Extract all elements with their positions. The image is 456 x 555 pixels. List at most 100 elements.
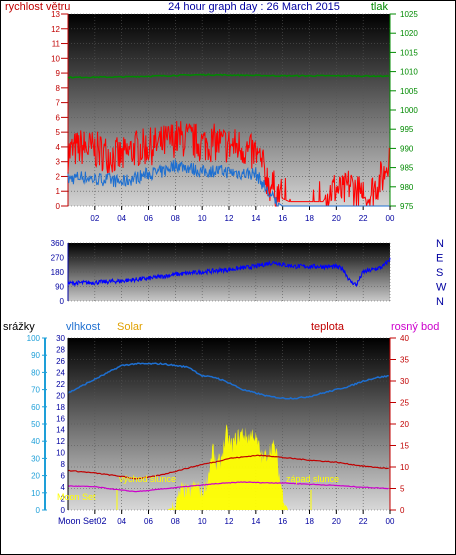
temperature-tick-label: 5 — [400, 485, 405, 494]
wind-tick-label: 3 — [56, 158, 61, 167]
time-tick-label: 10 — [198, 214, 207, 223]
time-tick-label: 08 — [171, 517, 180, 526]
solar-series — [68, 424, 390, 510]
time-tick-label: 04 — [117, 517, 126, 526]
rain-tick-label: 90 — [31, 351, 40, 360]
humidity-tick-label: 4 — [61, 483, 66, 492]
rain-tick-label: 20 — [31, 472, 40, 481]
temperature-tick-label: 25 — [400, 399, 409, 408]
humidity-tick-label: 20 — [56, 391, 65, 400]
rain-tick-label: 100 — [27, 334, 41, 343]
wind-tick-label: 0 — [56, 202, 61, 211]
rain-tick-label: 80 — [31, 368, 40, 377]
time-tick-label: 12 — [225, 214, 234, 223]
humidity-tick-label: 2 — [61, 495, 66, 504]
time-tick-label: 20 — [332, 517, 341, 526]
rain-axis: 0 10 20 30 40 50 60 70 80 90 100 — [27, 334, 47, 515]
temperature-axis: 0 5 10 15 20 25 30 35 40 — [389, 334, 409, 515]
rain-tick-label: 60 — [31, 403, 40, 412]
page-title: 24 hour graph day : 26 March 2015 — [168, 1, 340, 13]
time-tick-label: 06 — [144, 214, 153, 223]
rain-label: srážky — [3, 321, 35, 333]
time-tick-label: 14 — [251, 517, 260, 526]
wind-tick-label: 6 — [56, 113, 61, 122]
rain-tick-label: 30 — [31, 454, 40, 463]
time-tick-label: 14 — [251, 214, 260, 223]
time-tick-label: 16 — [278, 214, 287, 223]
climate-time-axis: 04 06 08 10 12 14 16 18 20 22 00 — [94, 510, 395, 526]
pressure-tick-label: 995 — [400, 125, 414, 134]
humidity-tick-label: 10 — [56, 449, 65, 458]
wind-tick-label: 4 — [56, 143, 61, 152]
moon-set-time-label: Moon Set02 — [58, 516, 107, 526]
time-tick-label: 18 — [305, 214, 314, 223]
rain-tick-label: 0 — [36, 506, 41, 515]
pressure-tick-label: 1020 — [400, 29, 418, 38]
direction-degree-axis: 0 90 180 270 360 — [51, 239, 69, 306]
wind-tick-label: 10 — [51, 54, 60, 63]
temperature-tick-label: 35 — [400, 356, 409, 365]
wind-average-series — [67, 159, 390, 207]
direction-tick-label: 180 — [51, 268, 65, 277]
wind-gust-series — [67, 120, 390, 207]
pressure-tick-label: 1010 — [400, 68, 418, 77]
humidity-tick-label: 0 — [61, 506, 66, 515]
pressure-tick-label: 1005 — [400, 87, 418, 96]
compass-label: W — [436, 282, 447, 294]
wind-tick-label: 1 — [56, 187, 61, 196]
humidity-tick-label: 18 — [56, 403, 65, 412]
temperature-tick-label: 40 — [400, 334, 409, 343]
wind-speed-label: rychlost větru — [5, 1, 70, 13]
compass-label: E — [436, 253, 443, 265]
humidity-tick-label: 26 — [56, 357, 65, 366]
direction-tick-label: 270 — [51, 254, 65, 263]
compass-label: N — [436, 296, 444, 308]
time-tick-label: 06 — [144, 517, 153, 526]
moon-set-label: Moon Set — [57, 492, 96, 502]
pressure-tick-label: 1000 — [400, 106, 418, 115]
sunset-label: západ slunce — [286, 474, 339, 484]
time-tick-label: 18 — [305, 517, 314, 526]
compass-label: S — [436, 267, 443, 279]
humidity-label: vlhkost — [66, 321, 100, 333]
time-tick-label: 16 — [278, 517, 287, 526]
pressure-axis: 975 980 985 990 995 1000 1005 1010 1015 1020 1025 — [389, 10, 418, 211]
temperature-tick-label: 15 — [400, 442, 409, 451]
time-tick-label: 04 — [117, 214, 126, 223]
time-tick-label: 22 — [359, 517, 368, 526]
pressure-series — [67, 73, 390, 79]
humidity-tick-label: 14 — [56, 426, 65, 435]
humidity-tick-label: 28 — [56, 345, 65, 354]
wind-tick-label: 2 — [56, 172, 61, 181]
humidity-tick-label: 30 — [56, 334, 65, 343]
wind-tick-label: 9 — [56, 69, 61, 78]
time-tick-label: 20 — [332, 214, 341, 223]
solar-label: Solar — [117, 321, 143, 333]
time-tick-label: 00 — [386, 517, 395, 526]
wind-tick-label: 13 — [51, 10, 60, 19]
rain-tick-label: 40 — [31, 437, 40, 446]
humidity-tick-label: 12 — [56, 437, 65, 446]
direction-grid — [68, 242, 391, 302]
pressure-tick-label: 980 — [400, 183, 414, 192]
dewpoint-label: rosný bod — [391, 321, 439, 333]
direction-tick-label: 0 — [60, 297, 65, 306]
time-tick-label: 12 — [225, 517, 234, 526]
humidity-tick-label: 8 — [61, 460, 66, 469]
rain-tick-label: 10 — [31, 489, 40, 498]
rain-tick-label: 70 — [31, 386, 40, 395]
rain-tick-label: 50 — [31, 420, 40, 429]
time-tick-label: 08 — [171, 214, 180, 223]
pressure-label: tlak — [371, 1, 389, 13]
wind-tick-label: 7 — [56, 99, 61, 108]
temperature-series — [67, 454, 389, 480]
pressure-tick-label: 1025 — [400, 10, 418, 19]
humidity-series — [67, 362, 389, 400]
humidity-tick-label: 22 — [56, 380, 65, 389]
pressure-tick-label: 985 — [400, 164, 414, 173]
dewpoint-series — [67, 481, 389, 493]
